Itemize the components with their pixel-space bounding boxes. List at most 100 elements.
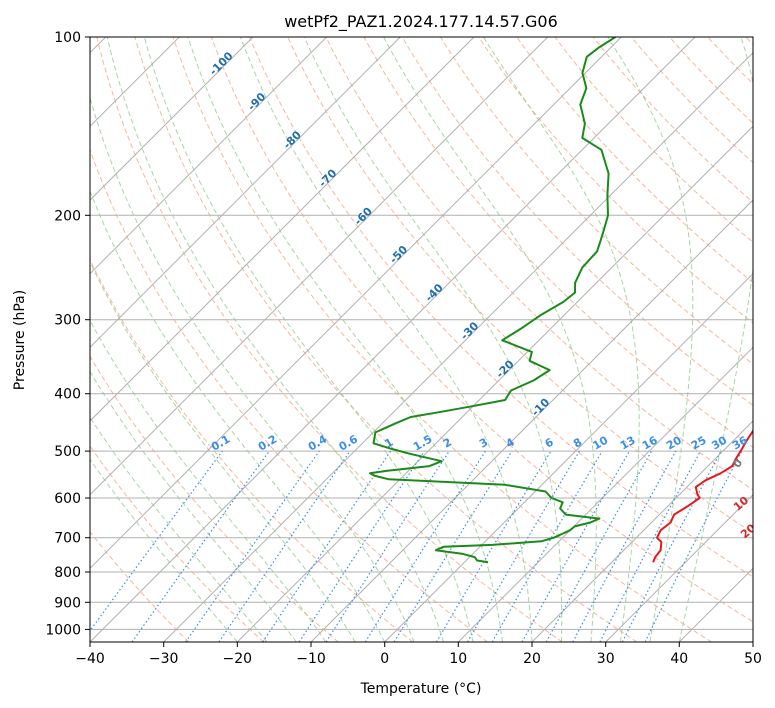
mixing-ratio-line	[572, 450, 677, 642]
x-tick-label: 40	[670, 651, 688, 667]
isotherm	[384, 272, 753, 642]
dry-adiabat	[325, 37, 753, 491]
moist-adiabat	[90, 458, 238, 642]
dry-adiabat	[516, 37, 753, 284]
dry-adiabat	[771, 24, 775, 642]
y-tick-label: 500	[54, 444, 81, 460]
mixing-ratio-line	[466, 450, 580, 642]
profile-lines	[369, 37, 753, 564]
isotherm	[90, 37, 254, 201]
y-tick-label: 800	[54, 565, 81, 581]
moist-adiabat	[383, 37, 597, 642]
isotherm-label: -30	[458, 319, 481, 342]
y-tick-label: 900	[54, 595, 81, 611]
isotherm	[310, 199, 753, 642]
background-reference-lines	[90, 24, 775, 642]
isotherm-label: -20	[494, 357, 517, 380]
dewpoint-profile-line	[369, 37, 616, 564]
mixing-ratio-line	[599, 450, 702, 642]
mixing-ratio-label: 0.4	[306, 432, 330, 453]
mixing-ratio-line	[185, 450, 320, 642]
x-tick-label: 20	[523, 651, 541, 667]
moist-adiabat	[90, 416, 268, 642]
chart-title: wetPf2_PAZ1.2024.177.14.57.G06	[284, 12, 558, 32]
dry-adiabat	[248, 37, 753, 578]
plot-frame	[89, 36, 754, 643]
mixing-ratio-label: 16	[640, 433, 660, 452]
moist-adiabat	[607, 37, 694, 642]
dry-adiabat	[401, 37, 753, 406]
mixing-ratio-label: 0.6	[337, 432, 361, 453]
isotherm	[457, 346, 753, 642]
isotherm-label: -50	[387, 243, 410, 266]
y-tick-label: 600	[54, 491, 81, 507]
isotherm	[90, 37, 402, 349]
y-tick-label: 200	[54, 208, 81, 224]
dry-adiabat	[439, 37, 753, 365]
dry-adiabat	[134, 37, 638, 642]
mixing-ratio-line	[218, 450, 351, 642]
mixing-ratio-line	[393, 450, 513, 642]
mixing-ratio-line	[298, 450, 425, 642]
moist-adiabat	[106, 37, 445, 642]
isotherm	[531, 420, 753, 642]
mixing-ratio-label: 2	[441, 436, 454, 451]
axes: −40 −30 −20 −10 0 10 20 30 40 5010020030040050060…	[45, 30, 762, 667]
y-tick-label: 300	[54, 313, 81, 329]
isotherm	[90, 37, 623, 570]
dry-adiabat	[172, 37, 712, 642]
mixing-ratio-label: 1.5	[411, 433, 434, 454]
moist-adiabat	[482, 37, 640, 642]
x-tick-label: −10	[296, 651, 326, 667]
y-tick-label: 400	[54, 387, 81, 403]
dry-adiabat-label: 40	[763, 579, 775, 599]
x-tick-label: −20	[223, 651, 253, 667]
dry-adiabat	[745, 37, 753, 46]
x-tick-label: 10	[449, 651, 467, 667]
y-axis-label: Pressure (hPa)	[12, 290, 28, 390]
isotherm-label: -90	[245, 90, 268, 113]
y-tick-label: 1000	[45, 622, 81, 638]
mixing-ratio-line	[262, 450, 392, 642]
reference-line-labels: 0.1 0.2 0.4 0.6 1 1.5 2 3 4 6 8 10 13 16 20 25 30 36-100-…	[207, 49, 775, 599]
mixing-ratio-line	[90, 450, 223, 632]
dry-adiabat-label: 10	[731, 494, 751, 514]
isotherm	[236, 125, 753, 642]
isotherm-label: -100	[207, 49, 236, 78]
mixing-ratio-label: 10	[590, 433, 610, 452]
x-tick-label: 30	[597, 651, 615, 667]
mixing-ratio-label: 0.2	[256, 433, 279, 454]
x-tick-label: −40	[75, 651, 105, 667]
x-tick-label: −30	[149, 651, 179, 667]
x-tick-label: 0	[380, 651, 389, 667]
mixing-ratio-label: 13	[618, 434, 638, 453]
isotherm	[90, 37, 328, 275]
mixing-ratio-line	[325, 450, 450, 642]
mixing-ratio-line	[545, 450, 653, 642]
isotherm-label: -60	[352, 205, 375, 228]
isotherm	[605, 493, 753, 642]
isotherm	[90, 37, 475, 422]
moist-adiabat	[678, 37, 753, 642]
x-tick-label: 50	[744, 651, 762, 667]
x-axis-label: Temperature (°C)	[360, 681, 482, 697]
isotherm	[163, 51, 753, 642]
moist-adiabat	[90, 260, 356, 642]
isotherm	[752, 641, 753, 642]
isotherm	[90, 37, 549, 496]
isotherm-label: -80	[281, 128, 304, 151]
mixing-ratio-label: 0.1	[209, 433, 232, 454]
temperature-profile-line	[652, 429, 753, 563]
dry-adiabat	[287, 37, 753, 534]
mixing-ratio-line	[131, 450, 270, 642]
mixing-ratio-label: 6	[543, 435, 556, 450]
mixing-ratio-line	[521, 450, 631, 642]
y-tick-label: 100	[54, 30, 81, 46]
moist-adiabat	[90, 319, 327, 642]
dry-adiabat	[90, 445, 264, 642]
moist-adiabat	[187, 37, 503, 642]
dry-adiabat-label: 20	[738, 521, 758, 541]
moist-adiabat	[239, 37, 533, 642]
dry-adiabat	[668, 37, 753, 124]
